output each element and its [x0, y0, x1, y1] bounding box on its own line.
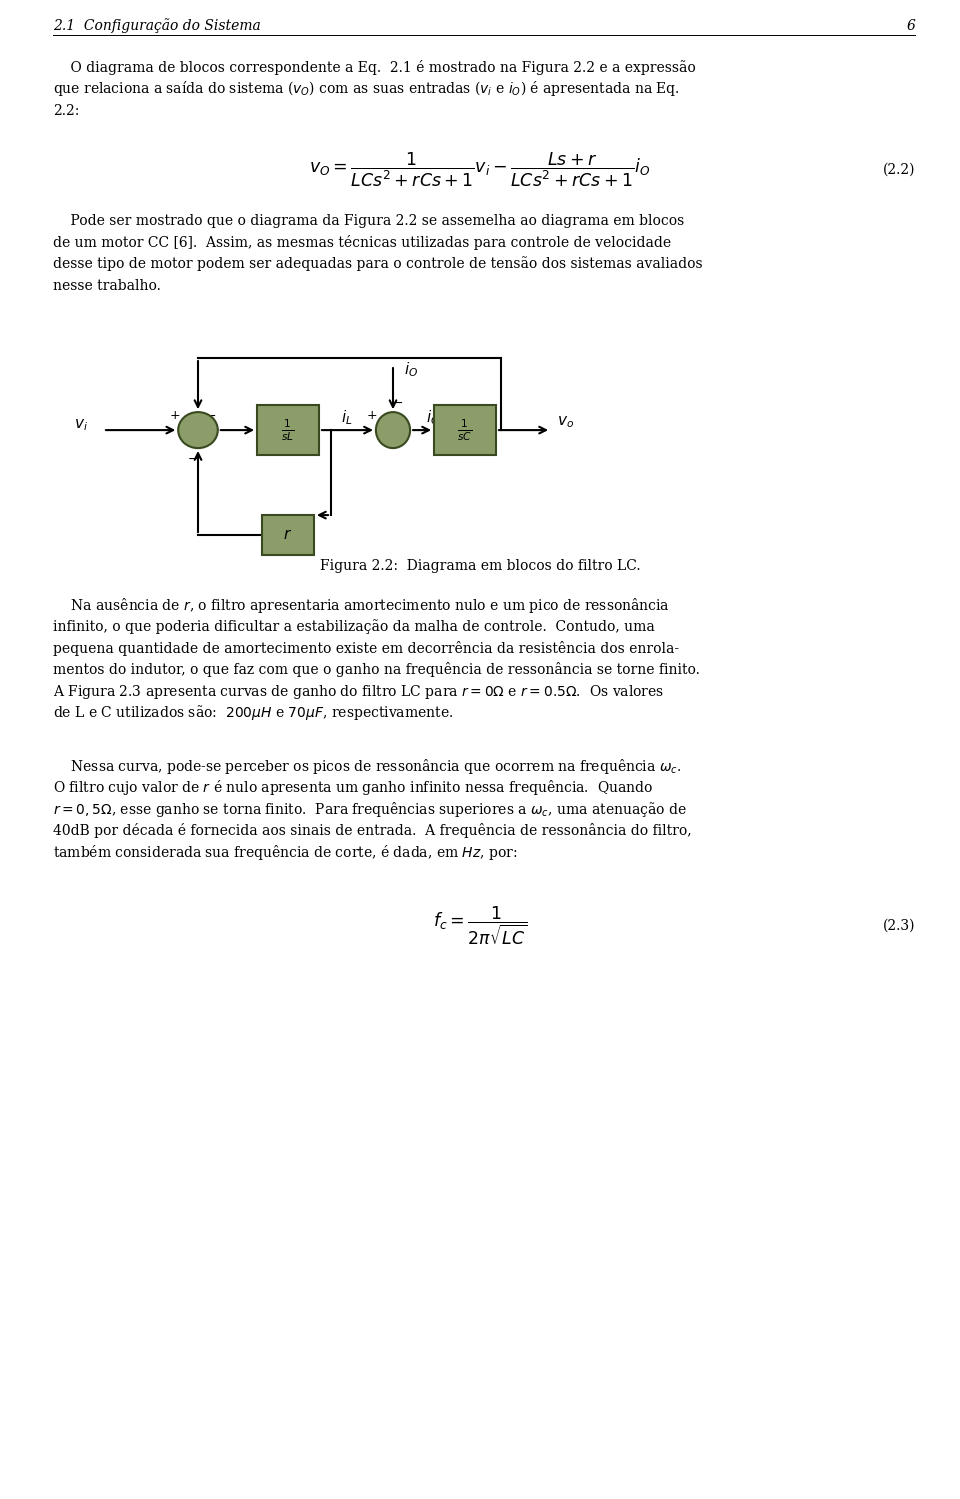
Text: 2.1  Configuração do Sistema: 2.1 Configuração do Sistema: [53, 18, 261, 33]
Text: 2.2:: 2.2:: [53, 103, 80, 118]
Text: $r = 0, 5\Omega$, esse ganho se torna finito.  Para frequências superiores a $\o: $r = 0, 5\Omega$, esse ganho se torna fi…: [53, 799, 686, 818]
Text: $r$: $r$: [283, 528, 293, 543]
FancyBboxPatch shape: [434, 405, 496, 456]
Text: 40dB por década é fornecida aos sinais de entrada.  A frequência de ressonância : 40dB por década é fornecida aos sinais d…: [53, 823, 691, 838]
Text: $-$: $-$: [187, 451, 199, 465]
Text: $v_O = \dfrac{1}{LCs^2 + rCs + 1}v_i - \dfrac{Ls + r}{LCs^2 + rCs + 1}i_O$: $v_O = \dfrac{1}{LCs^2 + rCs + 1}v_i - \…: [309, 151, 651, 189]
Ellipse shape: [179, 412, 218, 448]
Text: Na ausência de $r$, o filtro apresentaria amortecimento nulo e um pico de resson: Na ausência de $r$, o filtro apresentari…: [53, 595, 670, 615]
Text: $\frac{1}{sC}$: $\frac{1}{sC}$: [458, 417, 472, 442]
Text: A Figura 2.3 apresenta curvas de ganho do filtro LC para $r = 0\Omega$ e $r = 0.: A Figura 2.3 apresenta curvas de ganho d…: [53, 682, 664, 700]
Text: $-$: $-$: [205, 409, 216, 421]
Text: $i_O$: $i_O$: [404, 361, 419, 379]
Text: desse tipo de motor podem ser adequadas para o controle de tensão dos sistemas a: desse tipo de motor podem ser adequadas …: [53, 256, 703, 271]
Text: $v_i$: $v_i$: [74, 417, 88, 433]
FancyBboxPatch shape: [262, 516, 314, 555]
Text: que relaciona a saída do sistema ($v_O$) com as suas entradas ($v_i$ e $i_O$) é : que relaciona a saída do sistema ($v_O$)…: [53, 79, 680, 99]
Text: $-$: $-$: [393, 396, 403, 409]
Text: pequena quantidade de amortecimento existe em decorrência da resistência dos enr: pequena quantidade de amortecimento exis…: [53, 640, 679, 655]
Text: Pode ser mostrado que o diagrama da Figura 2.2 se assemelha ao diagrama em bloco: Pode ser mostrado que o diagrama da Figu…: [53, 214, 684, 228]
Text: de um motor CC [6].  Assim, as mesmas técnicas utilizadas para controle de veloc: de um motor CC [6]. Assim, as mesmas téc…: [53, 234, 671, 249]
Text: $\frac{1}{sL}$: $\frac{1}{sL}$: [281, 417, 295, 442]
Text: Nessa curva, pode-se perceber os picos de ressonância que ocorrem na frequência : Nessa curva, pode-se perceber os picos d…: [53, 757, 682, 775]
Text: $f_c = \dfrac{1}{2\pi\sqrt{LC}}$: $f_c = \dfrac{1}{2\pi\sqrt{LC}}$: [433, 905, 527, 947]
Text: nesse trabalho.: nesse trabalho.: [53, 279, 161, 292]
Text: O filtro cujo valor de $r$ é nulo apresenta um ganho infinito nessa frequência. : O filtro cujo valor de $r$ é nulo aprese…: [53, 778, 653, 797]
Text: 6: 6: [906, 19, 915, 33]
Text: de L e C utilizados são:  $200\mu H$ e $70\mu F$, respectivamente.: de L e C utilizados são: $200\mu H$ e $7…: [53, 703, 453, 723]
Text: (2.2): (2.2): [882, 163, 915, 177]
Text: Figura 2.2:  Diagrama em blocos do filtro LC.: Figura 2.2: Diagrama em blocos do filtro…: [320, 559, 640, 573]
Text: $i_C$: $i_C$: [426, 409, 440, 427]
Text: O diagrama de blocos correspondente a Eq.  2.1 é mostrado na Figura 2.2 e a expr: O diagrama de blocos correspondente a Eq…: [53, 60, 696, 75]
FancyBboxPatch shape: [257, 405, 319, 456]
Text: (2.3): (2.3): [882, 919, 915, 932]
Text: também considerada sua frequência de corte, é dada, em $Hz$, por:: também considerada sua frequência de cor…: [53, 842, 517, 862]
Text: $+$: $+$: [366, 409, 377, 421]
Text: $i_L$: $i_L$: [341, 409, 352, 427]
Text: mentos do indutor, o que faz com que o ganho na frequência de ressonância se tor: mentos do indutor, o que faz com que o g…: [53, 663, 700, 678]
Text: $v_o$: $v_o$: [558, 414, 574, 430]
Text: infinito, o que poderia dificultar a estabilização da malha de controle.  Contud: infinito, o que poderia dificultar a est…: [53, 619, 655, 634]
Ellipse shape: [376, 412, 410, 448]
Text: $+$: $+$: [169, 409, 180, 421]
